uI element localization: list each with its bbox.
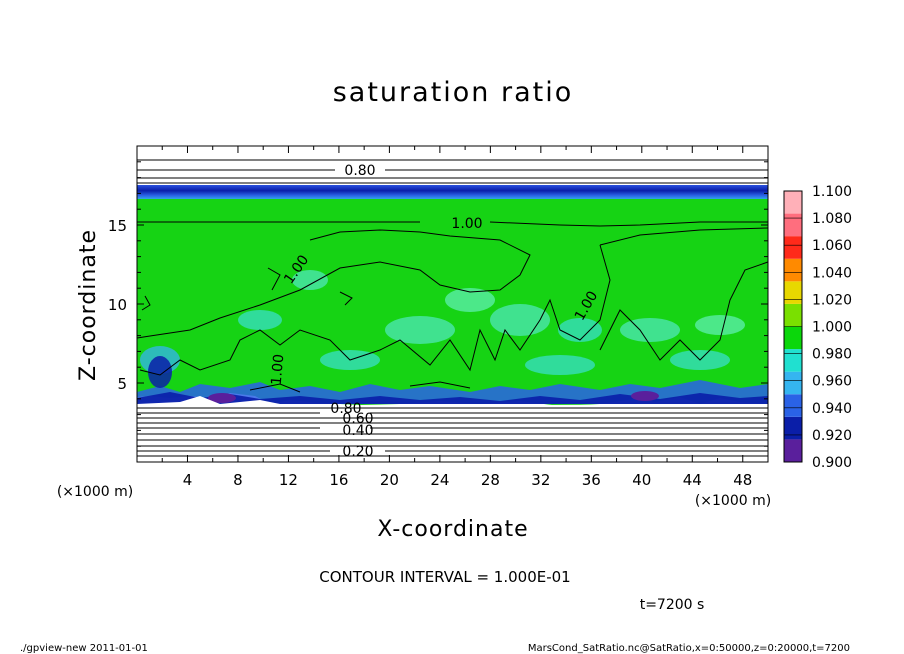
colorbar-swatch bbox=[784, 416, 802, 440]
colorbar-label: 0.900 bbox=[812, 455, 852, 471]
colorbar-swatch bbox=[784, 303, 802, 327]
contour-labels: 0.80 1.00 1.00 1.00 1.00 0.80 0.60 0.40 … bbox=[269, 163, 602, 460]
x-tick-label: 24 bbox=[430, 471, 449, 489]
time-label: t=7200 s bbox=[640, 597, 705, 613]
colorbar: 0.900 0.920 0.940 0.960 0.980 1.000 1.020 1.040… bbox=[783, 184, 852, 471]
y-tick-label: 10 bbox=[108, 296, 127, 314]
x-tick-label: 12 bbox=[279, 471, 298, 489]
x-tick-label: 32 bbox=[531, 471, 550, 489]
dry-surface-region bbox=[137, 396, 768, 462]
colorbar-swatch bbox=[784, 213, 802, 237]
colorbar-label: 1.060 bbox=[812, 238, 852, 254]
colorbar-swatch bbox=[784, 281, 802, 304]
colorbar-swatch bbox=[784, 191, 802, 214]
contour-label: 0.60 bbox=[342, 411, 373, 427]
footer-right: MarsCond_SatRatio.nc@SatRatio,x=0:50000,… bbox=[528, 643, 850, 654]
colorbar-label: 1.100 bbox=[812, 184, 852, 200]
colorbar-label: 0.940 bbox=[812, 401, 852, 417]
y-axis-title: Z-coordinate bbox=[76, 229, 101, 381]
x-axis-unit-right: (×1000 m) bbox=[695, 493, 771, 509]
x-tick-label: 48 bbox=[733, 471, 752, 489]
x-tick-label: 4 bbox=[183, 471, 193, 489]
colorbar-swatch bbox=[784, 349, 802, 372]
y-tick-label: 15 bbox=[108, 217, 127, 235]
colorbar-label: 1.020 bbox=[812, 292, 852, 308]
colorbar-swatch bbox=[784, 394, 802, 417]
colorbar-label: 1.040 bbox=[812, 265, 852, 281]
contour-label: 0.20 bbox=[342, 444, 373, 460]
colorbar-label: 0.980 bbox=[812, 347, 852, 363]
colorbar-label: 1.080 bbox=[812, 211, 852, 227]
x-axis-title: X-coordinate bbox=[377, 517, 528, 542]
contour-label: 1.00 bbox=[269, 353, 288, 385]
contour-label: 0.80 bbox=[344, 163, 375, 179]
colorbar-label: 0.920 bbox=[812, 428, 852, 444]
x-tick-label: 16 bbox=[329, 471, 348, 489]
contour-label: 0.80 bbox=[330, 401, 361, 417]
contour-lines bbox=[137, 159, 768, 457]
contour-label: 0.40 bbox=[342, 423, 373, 439]
x-axis: 4 8 12 16 20 24 28 32 36 40 44 48 bbox=[161, 146, 752, 489]
x-axis-unit-left: (×1000 m) bbox=[57, 484, 133, 500]
x-tick-label: 44 bbox=[683, 471, 702, 489]
colorbar-swatch bbox=[784, 236, 802, 259]
colorbar-swatch bbox=[784, 258, 802, 282]
colorbar-swatch bbox=[784, 439, 802, 462]
colorbar-swatch bbox=[784, 326, 802, 350]
colorbar-label: 1.000 bbox=[812, 320, 852, 336]
upper-dry-band bbox=[137, 185, 768, 201]
footer-left: ./gpview-new 2011-01-01 bbox=[20, 643, 148, 654]
contour-interval: CONTOUR INTERVAL = 1.000E-01 bbox=[319, 568, 570, 586]
chart-title: saturation ratio bbox=[333, 77, 574, 108]
y-axis: 5 10 15 bbox=[108, 161, 768, 447]
y-tick-label: 5 bbox=[117, 375, 127, 393]
x-tick-label: 20 bbox=[380, 471, 399, 489]
colorbar-label: 0.960 bbox=[812, 374, 852, 390]
x-tick-label: 40 bbox=[632, 471, 651, 489]
x-tick-label: 8 bbox=[233, 471, 243, 489]
plot-area bbox=[137, 146, 768, 462]
colorbar-swatch bbox=[784, 371, 802, 395]
contour-label: 1.00 bbox=[451, 216, 482, 232]
x-tick-label: 28 bbox=[481, 471, 500, 489]
x-tick-label: 36 bbox=[582, 471, 601, 489]
